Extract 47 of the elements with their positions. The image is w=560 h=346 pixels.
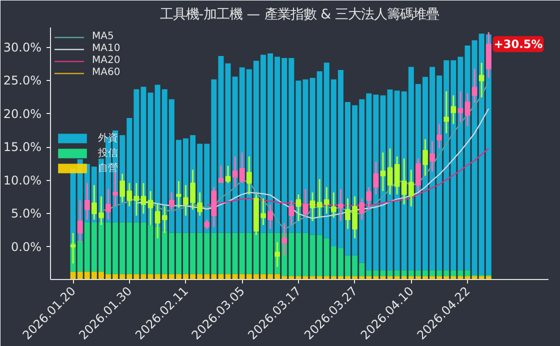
legend-label: MA10 xyxy=(92,43,120,54)
legend-label: MA5 xyxy=(92,31,114,42)
legend-label: MA60 xyxy=(92,67,120,78)
y-tick-label: 15.0% xyxy=(3,140,42,154)
candlestick xyxy=(464,92,470,127)
chart-title: 工具機-加工機 — 產業指數 & 三大法人籌碼堆疊 xyxy=(160,8,440,22)
candlestick xyxy=(310,192,316,222)
candlestick xyxy=(436,123,442,150)
y-tick-label: 0.0% xyxy=(11,240,42,254)
candlestick xyxy=(359,198,365,220)
candlestick xyxy=(296,194,302,222)
candlestick xyxy=(387,148,393,196)
candlestick xyxy=(422,138,428,177)
y-tick-label: 25.0% xyxy=(3,74,42,88)
candlestick xyxy=(288,200,294,226)
candlestick xyxy=(204,218,210,230)
legend-label: MA20 xyxy=(92,55,120,66)
candlestick xyxy=(338,188,344,222)
candlestick xyxy=(246,156,252,196)
candlestick xyxy=(225,165,231,184)
candlestick xyxy=(430,140,435,173)
candlestick xyxy=(197,192,203,216)
candlestick xyxy=(478,62,484,98)
candlestick xyxy=(444,90,450,134)
text: +30.5% xyxy=(494,37,543,52)
y-tick-label: 20.0% xyxy=(3,106,42,121)
candlestick xyxy=(450,94,456,125)
y-tick-label: 10.0% xyxy=(3,173,42,188)
candlestick xyxy=(366,186,372,210)
candlestick xyxy=(134,182,140,216)
candlestick xyxy=(380,152,386,192)
candlestick xyxy=(239,152,245,184)
candlestick xyxy=(373,161,379,196)
candlestick xyxy=(416,158,421,192)
candlestick xyxy=(472,68,478,104)
candlestick xyxy=(268,204,273,230)
y-tick-label: 30.0% xyxy=(3,40,42,54)
candlestick xyxy=(394,156,400,196)
candlestick xyxy=(140,182,146,214)
candlestick xyxy=(232,156,238,188)
candlestick xyxy=(302,188,308,218)
candlestick xyxy=(176,180,182,208)
candlestick xyxy=(330,192,336,218)
candlestick xyxy=(458,90,464,123)
candlestick xyxy=(218,165,224,184)
y-tick-label: 5.0% xyxy=(11,206,42,221)
candlestick xyxy=(168,192,174,210)
